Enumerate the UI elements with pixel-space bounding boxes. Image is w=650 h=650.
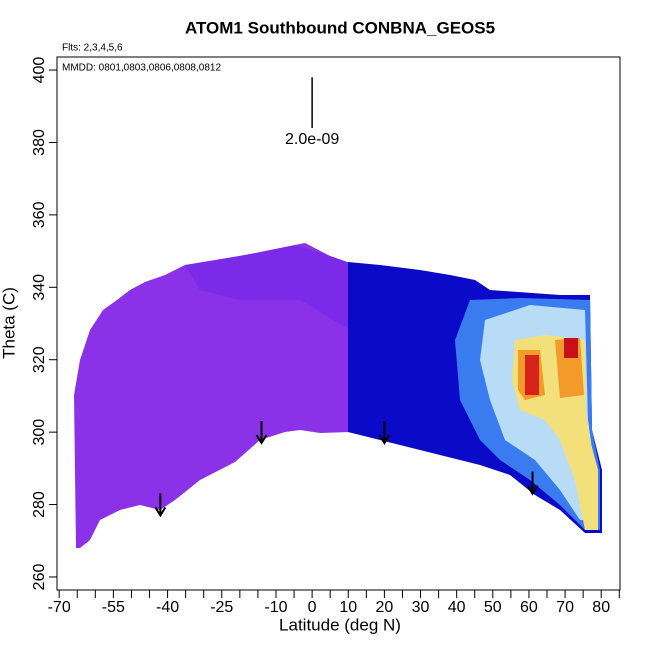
annotation: MMDD: 0801,0803,0806,0808,0812 [62, 63, 221, 74]
y-tick-label: 300 [31, 419, 48, 446]
x-axis-label: Latitude (deg N) [279, 615, 401, 634]
arrow [378, 420, 391, 445]
field-purple-dark [185, 245, 350, 330]
y-tick-label: 260 [31, 564, 48, 591]
y-tick-label: 360 [31, 201, 48, 228]
x-tick-label: 40 [448, 599, 466, 616]
subtitle: Flts: 2,3,4,5,6 [62, 43, 123, 54]
x-tick-label: -40 [156, 599, 179, 616]
x-tick-label: 60 [520, 599, 538, 616]
x-tick-label: -55 [102, 599, 125, 616]
x-tick-label: 20 [375, 599, 393, 616]
x-tick-label: 30 [412, 599, 430, 616]
y-tick-label: 400 [31, 57, 48, 84]
x-tick-label: -25 [210, 599, 233, 616]
x-tick-label: -10 [264, 599, 287, 616]
y-axis-label: Theta (C) [0, 287, 18, 359]
x-tick-label: 50 [484, 599, 502, 616]
x-tick-label: 70 [556, 599, 574, 616]
y-tick-label: 380 [31, 129, 48, 156]
x-tick-label: -70 [48, 599, 71, 616]
field [74, 243, 602, 548]
field-red [564, 338, 578, 358]
x-tick-label: 0 [308, 599, 317, 616]
x-tick-label: 80 [592, 599, 610, 616]
y-tick-label: 280 [31, 491, 48, 518]
arrow [154, 493, 167, 518]
plot-frame [56, 56, 621, 591]
x-tick-label: 10 [339, 599, 357, 616]
y-tick-label: 320 [31, 346, 48, 373]
field-purple [74, 243, 350, 548]
chart-title: ATOM1 Southbound CONBNA_GEOS5 [185, 18, 495, 37]
arrow [526, 471, 539, 496]
field-red [525, 355, 539, 395]
y-tick-label: 340 [31, 274, 48, 301]
arrow [255, 420, 268, 445]
scale-bar-label: 2.0e-09 [285, 131, 339, 148]
